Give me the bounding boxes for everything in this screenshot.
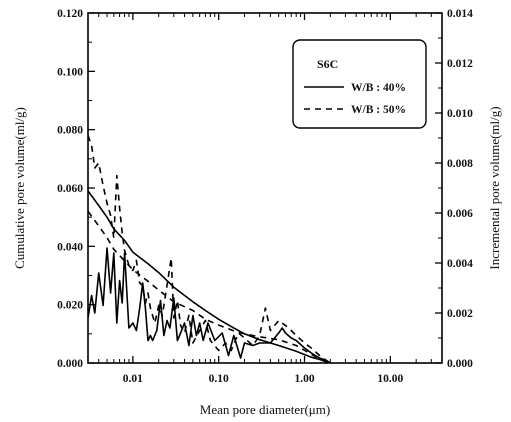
y-left-axis-title: Cumulative pore volume(ml/g) [12, 107, 27, 269]
series-cumulative-wb40 [88, 190, 329, 363]
y-right-tick-label: 0.004 [447, 258, 473, 270]
y-left-tick-label: 0.080 [57, 125, 83, 137]
x-tick-label: 10.00 [377, 373, 403, 385]
legend-box [292, 39, 427, 129]
y-right-tick-label: 0.008 [447, 158, 473, 170]
y-right-tick-label: 0.000 [447, 358, 473, 370]
y-right-axis-title: Incremental pore volume(ml/g) [487, 106, 502, 269]
y-left-tick-label: 0.100 [57, 66, 83, 78]
legend-label-wb40: W/B : 40% [351, 82, 406, 94]
y-left-tick-label: 0.040 [57, 241, 83, 253]
y-right-tick-label: 0.014 [447, 8, 473, 20]
x-tick-label: 1.00 [294, 373, 314, 385]
y-right-tick-label: 0.002 [447, 308, 473, 320]
ticks-layer: 0.01 0.10 1.00 10.00 0.000 0.020 0.040 0.060 0.0… [57, 8, 473, 385]
x-axis-title: Mean pore diameter(μm) [200, 402, 330, 417]
series-cumulative-wb50 [88, 210, 329, 363]
y-left-tick-label: 0.020 [57, 300, 83, 312]
legend-label-wb50: W/B : 50% [351, 104, 406, 116]
legend: S6C W/B : 40% W/B : 50% [292, 39, 427, 129]
series-incremental-wb40 [88, 247, 331, 363]
x-tick-label: 0.10 [209, 373, 229, 385]
series-incremental-wb50 [88, 135, 331, 363]
y-right-tick-label: 0.006 [447, 208, 473, 220]
x-tick-label: 0.01 [123, 373, 143, 385]
legend-title: S6C [317, 57, 338, 71]
y-right-tick-label: 0.012 [447, 58, 473, 70]
series-layer [88, 135, 331, 363]
y-left-tick-label: 0.000 [57, 358, 83, 370]
y-right-tick-label: 0.010 [447, 108, 473, 120]
y-left-tick-label: 0.060 [57, 183, 83, 195]
y-left-tick-label: 0.120 [57, 8, 83, 20]
